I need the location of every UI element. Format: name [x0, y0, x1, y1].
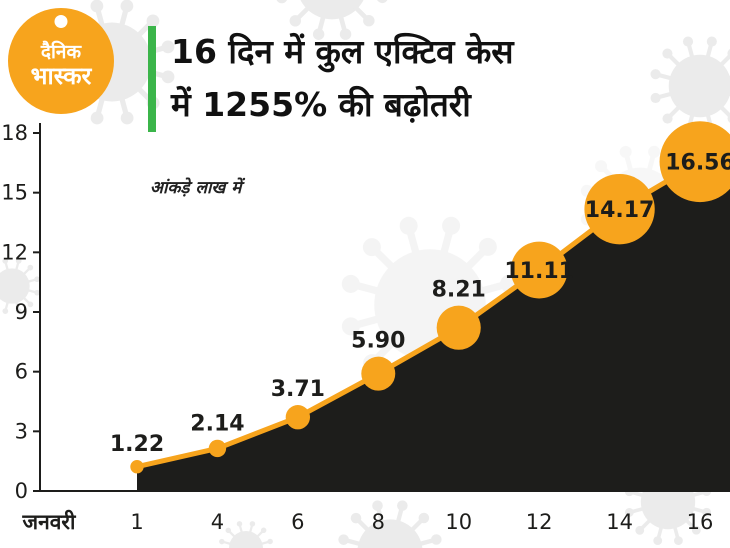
- y-axis-tick-label: 3: [15, 419, 28, 443]
- y-axis-tick-label: 12: [1, 240, 28, 264]
- x-axis-tick-label: 14: [606, 510, 633, 534]
- page-title: 16 दिन में कुल एक्टिव केस में 1255% की ब…: [171, 26, 514, 132]
- virus-icon: [219, 521, 273, 548]
- data-point-label: 2.14: [190, 412, 244, 437]
- logo-sun-dot-icon: [54, 15, 68, 28]
- data-point-marker: [659, 121, 730, 203]
- data-point-marker: [130, 460, 144, 474]
- headline-line1: 16 दिन में कुल एक्टिव केस: [171, 32, 514, 71]
- y-axis-tick-label: 6: [15, 360, 28, 384]
- x-axis-tick-label: 12: [526, 510, 553, 534]
- data-point-marker: [510, 241, 568, 299]
- headline-line2: में 1255% की बढ़ोतरी: [171, 84, 471, 124]
- y-axis-tick-label: 9: [15, 300, 28, 324]
- x-axis-tick-label: 1: [130, 510, 143, 534]
- data-point-marker: [208, 439, 227, 458]
- brand-logo: दैनिक भास्कर: [8, 8, 114, 114]
- x-axis-tick-label: 10: [445, 510, 472, 534]
- y-axis-tick-label: 0: [15, 479, 28, 503]
- virus-icon: [650, 36, 730, 136]
- headline-accent-bar: [148, 26, 156, 132]
- y-axis-tick-label: 15: [1, 181, 28, 205]
- data-point-label: 1.22: [110, 432, 164, 457]
- headline-block: 16 दिन में कुल एक्टिव केस में 1255% की ब…: [148, 26, 514, 132]
- virus-icon: [0, 258, 40, 314]
- x-axis-tick-label: 4: [211, 510, 224, 534]
- data-point-marker: [584, 174, 655, 245]
- data-point-marker: [361, 356, 396, 391]
- logo-text-line1: दैनिक: [40, 40, 82, 63]
- data-point-label: 5.90: [351, 329, 405, 354]
- virus-icon: [276, 0, 388, 40]
- y-axis-tick-label: 18: [1, 121, 28, 145]
- logo-text-line2: भास्कर: [30, 61, 92, 90]
- data-point-marker: [436, 305, 481, 350]
- data-point-label: 11.11: [504, 259, 574, 284]
- x-axis-tick-label: 6: [291, 510, 304, 534]
- data-point-label: 14.17: [585, 198, 655, 223]
- virus-icon: [338, 500, 442, 548]
- data-point-marker: [285, 405, 311, 430]
- x-axis-tick-label: 8: [372, 510, 385, 534]
- x-axis-tick-label: 16: [687, 510, 714, 534]
- chart-units-note: आंकड़े लाख में: [150, 178, 242, 198]
- data-point-label: 3.71: [271, 377, 325, 402]
- data-point-label: 8.21: [432, 278, 486, 303]
- area-fill: [137, 143, 730, 491]
- x-axis-month-label: जनवरी: [22, 509, 78, 534]
- data-point-label: 16.56: [665, 151, 730, 176]
